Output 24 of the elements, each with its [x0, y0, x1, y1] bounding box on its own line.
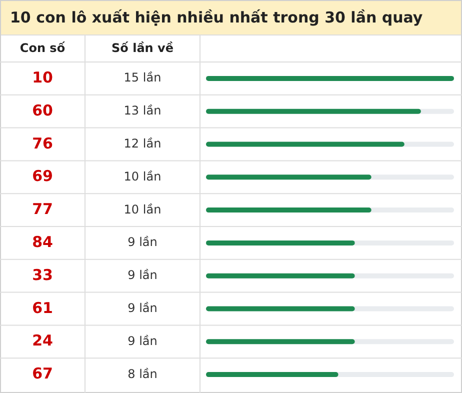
y-tick-label: 10 [32, 68, 53, 87]
data-label: 15 lần [124, 70, 162, 85]
y-tick-label: 61 [32, 298, 53, 317]
y-tick-label: 77 [32, 200, 53, 218]
data-label: 9 lần [128, 301, 158, 316]
chart-title: 10 con lô xuất hiện nhiều nhất trong 30 lần quay [10, 8, 423, 27]
data-label: 12 lần [124, 136, 162, 151]
data-label: 8 lần [128, 366, 158, 381]
data-label: 13 lần [124, 104, 162, 118]
y-tick-label: 24 [32, 332, 53, 350]
x-axis-title: Số lần về [112, 40, 174, 55]
y-tick-label: 69 [32, 167, 53, 186]
y-axis-title: Con số [20, 40, 66, 55]
y-tick-label: 67 [32, 364, 53, 383]
data-label: 9 lần [128, 268, 158, 282]
y-tick-label: 60 [32, 101, 53, 120]
bar [206, 76, 454, 81]
data-label: 9 lần [128, 235, 158, 250]
y-tick-label: 33 [32, 266, 53, 284]
y-tick-label: 76 [32, 134, 53, 152]
y-tick-label: 84 [32, 233, 53, 252]
data-label: 9 lần [128, 334, 158, 348]
data-label: 10 lần [124, 169, 162, 184]
data-label: 10 lần [124, 202, 162, 216]
